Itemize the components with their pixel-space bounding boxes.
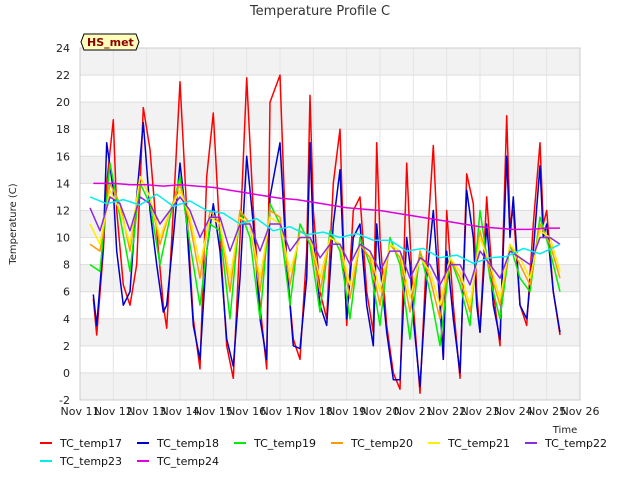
plot-band — [80, 183, 580, 211]
series-line-tc-temp23 — [89, 193, 561, 265]
plot-band — [80, 318, 580, 346]
y-tick-label: 10 — [56, 232, 70, 245]
y-tick-label: 2 — [63, 340, 70, 353]
x-tick-label: Nov 16 — [227, 405, 266, 418]
plot-band — [80, 129, 580, 157]
station-badge: HS_met — [80, 33, 140, 51]
legend-label: TC_temp22 — [544, 437, 607, 450]
legend-label: TC_temp21 — [447, 437, 510, 450]
x-tick-label: Nov 13 — [127, 405, 166, 418]
x-axis-title: Time — [552, 425, 577, 436]
plot-band — [80, 345, 580, 373]
x-tick-label: Nov 24 — [494, 405, 533, 418]
y-tick-label: 22 — [56, 69, 70, 82]
x-tick-label: Nov 26 — [561, 405, 600, 418]
x-tick-label: Nov 12 — [94, 405, 133, 418]
y-tick-label: -2 — [59, 394, 70, 407]
legend: TC_temp17 TC_temp18 TC_temp19 TC_temp20 TC_t… — [40, 437, 607, 468]
plot-band — [80, 372, 580, 400]
legend-label: TC_temp17 — [59, 437, 122, 450]
legend-label: TC_temp20 — [350, 437, 413, 450]
plot-band — [80, 48, 580, 76]
y-tick-label: 4 — [63, 313, 70, 326]
x-tick-label: Nov 11 — [61, 405, 100, 418]
y-axis-title: Temperature (C) — [8, 183, 19, 265]
legend-label: TC_temp19 — [253, 437, 316, 450]
x-tick-label: Nov 25 — [527, 405, 566, 418]
series-line-tc-temp24 — [93, 182, 560, 231]
y-tick-label: 14 — [56, 177, 70, 190]
y-tick-label: 0 — [63, 367, 70, 380]
x-tick-label: Nov 17 — [261, 405, 300, 418]
y-tick-label: 12 — [56, 204, 70, 217]
legend-label: TC_temp24 — [156, 455, 219, 468]
series-layer — [89, 74, 561, 394]
y-tick-label: 24 — [56, 42, 70, 55]
chart-title: Temperature Profile C — [249, 4, 390, 19]
badge-box — [80, 33, 140, 51]
y-tick-label: 6 — [63, 286, 70, 299]
x-tick-label: Nov 22 — [427, 405, 466, 418]
series-line-tc-temp19 — [89, 162, 561, 347]
series-line-tc-temp22 — [89, 196, 561, 286]
legend-label: TC_temp23 — [59, 455, 122, 468]
plot-band — [80, 156, 580, 184]
plot-band — [80, 291, 580, 319]
y-tick-label: 18 — [56, 123, 70, 136]
plot-band — [80, 102, 580, 130]
x-tick-label: Nov 21 — [394, 405, 433, 418]
x-tick-label: Nov 14 — [161, 405, 200, 418]
plot-frame — [79, 47, 581, 401]
x-tick-label: Nov 20 — [361, 405, 400, 418]
legend-label: TC_temp18 — [156, 437, 219, 450]
y-tick-label: 20 — [56, 96, 70, 109]
y-tick-label: 8 — [63, 259, 70, 272]
x-tick-label: Nov 23 — [461, 405, 500, 418]
x-tick-label: Nov 18 — [294, 405, 333, 418]
x-tick-label: Nov 19 — [327, 405, 366, 418]
series-line-tc-temp21 — [89, 175, 561, 306]
y-tick-label: 16 — [56, 150, 70, 163]
badge-label: HS_met — [87, 36, 134, 49]
x-tick-label: Nov 15 — [194, 405, 233, 418]
plot-band — [80, 75, 580, 103]
